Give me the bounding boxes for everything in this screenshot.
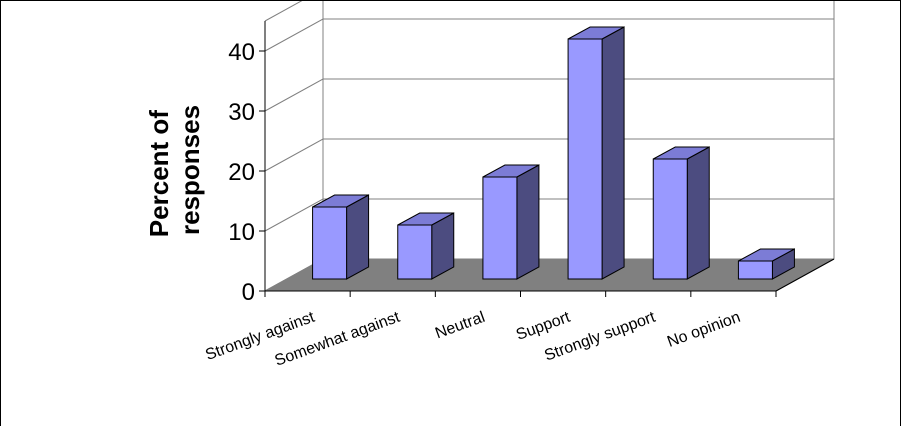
bar (567, 26, 625, 280)
y-tick-label: 20 (228, 159, 255, 186)
bar-front (567, 38, 603, 280)
bar-front (652, 158, 688, 280)
bar (312, 194, 370, 280)
bar-side (516, 164, 540, 280)
gridline (264, 138, 834, 172)
bar (482, 164, 540, 280)
x-tick-label: Neutral (433, 309, 487, 343)
y-tick-label: 30 (228, 99, 255, 126)
bar-front (397, 224, 433, 280)
gridline (264, 18, 834, 52)
bar-side (686, 146, 710, 280)
y-tick-label: 40 (228, 39, 255, 66)
bar-side (601, 26, 625, 280)
gridline (264, 78, 834, 112)
bar (397, 212, 455, 280)
bar-front (482, 176, 518, 280)
gridline (264, 1, 303, 22)
bar (737, 248, 795, 280)
y-axis-title: Percent of responses (144, 103, 205, 237)
y-tick-label: 0 (242, 279, 255, 306)
y-axis-title-line-2: responses (175, 105, 205, 235)
y-tick-labels: 0 10 20 30 40 (228, 39, 255, 306)
bar-front (312, 206, 348, 280)
bar (652, 146, 710, 280)
y-axis-title-line-1: Percent of (144, 110, 174, 237)
x-tick-label: Support (514, 309, 573, 344)
bar-front (737, 260, 773, 280)
chart-bars (312, 26, 795, 280)
bar-side (346, 194, 370, 280)
x-tick-label: No opinion (665, 309, 743, 351)
chart-axes (259, 21, 835, 297)
x-axis-depth-line (775, 258, 835, 292)
y-tick-label: 10 (228, 219, 255, 246)
